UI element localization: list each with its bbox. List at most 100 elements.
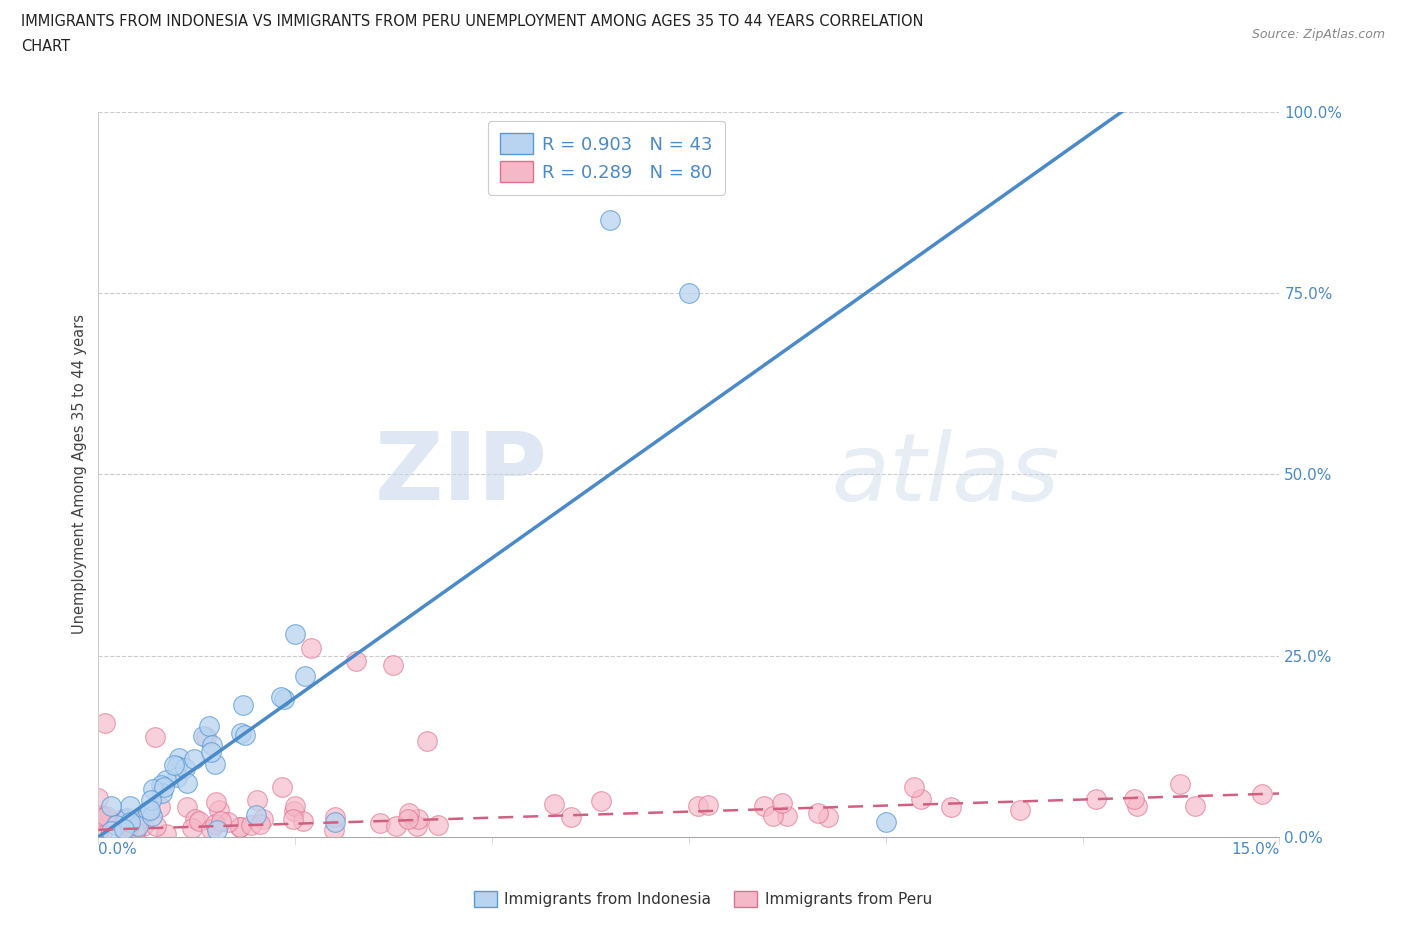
Immigrants from Indonesia xyxy=(142,781,165,796)
Immigrants from Peru xyxy=(124,824,146,839)
Immigrants from Peru xyxy=(89,808,111,823)
Immigrants from Peru xyxy=(1184,798,1206,813)
Immigrants from Peru xyxy=(93,811,115,826)
Legend: Immigrants from Indonesia, Immigrants from Peru: Immigrants from Indonesia, Immigrants fr… xyxy=(468,884,938,913)
Immigrants from Indonesia xyxy=(198,719,221,734)
Immigrants from Peru xyxy=(89,821,111,836)
Immigrants from Peru xyxy=(1122,791,1144,806)
Immigrants from Peru xyxy=(1170,777,1192,791)
Immigrants from Indonesia xyxy=(204,757,226,772)
Immigrants from Peru xyxy=(284,798,307,813)
Text: IMMIGRANTS FROM INDONESIA VS IMMIGRANTS FROM PERU UNEMPLOYMENT AMONG AGES 35 TO : IMMIGRANTS FROM INDONESIA VS IMMIGRANTS … xyxy=(21,14,924,29)
Immigrants from Peru xyxy=(406,812,429,827)
Immigrants from Indonesia xyxy=(166,759,188,774)
Immigrants from Indonesia xyxy=(120,799,142,814)
Immigrants from Indonesia xyxy=(678,286,700,300)
Immigrants from Indonesia xyxy=(270,690,292,705)
Immigrants from Peru xyxy=(149,800,172,815)
Immigrants from Peru xyxy=(228,819,250,834)
Immigrants from Peru xyxy=(145,730,167,745)
Immigrants from Peru xyxy=(589,793,612,808)
Immigrants from Indonesia xyxy=(104,817,127,832)
Immigrants from Peru xyxy=(246,792,269,807)
Immigrants from Indonesia xyxy=(150,786,173,801)
Immigrants from Peru xyxy=(1251,786,1274,801)
Immigrants from Indonesia xyxy=(294,669,316,684)
Immigrants from Peru xyxy=(344,654,367,669)
Immigrants from Peru xyxy=(776,809,799,824)
Immigrants from Peru xyxy=(368,816,391,830)
Immigrants from Peru xyxy=(381,658,404,672)
Immigrants from Peru xyxy=(208,803,231,817)
Immigrants from Peru xyxy=(427,817,450,832)
Immigrants from Indonesia xyxy=(205,822,228,837)
Immigrants from Peru xyxy=(121,829,143,844)
Immigrants from Indonesia xyxy=(231,726,253,741)
Immigrants from Indonesia xyxy=(139,792,162,807)
Immigrants from Peru xyxy=(209,814,232,829)
Text: 15.0%: 15.0% xyxy=(1232,842,1279,857)
Immigrants from Peru xyxy=(176,800,198,815)
Immigrants from Peru xyxy=(1008,803,1031,817)
Immigrants from Indonesia xyxy=(191,728,214,743)
Immigrants from Indonesia xyxy=(599,213,621,228)
Immigrants from Indonesia xyxy=(273,692,295,707)
Immigrants from Peru xyxy=(145,818,167,833)
Immigrants from Peru xyxy=(229,819,252,834)
Text: atlas: atlas xyxy=(831,429,1059,520)
Immigrants from Peru xyxy=(87,790,110,805)
Immigrants from Indonesia xyxy=(141,808,163,823)
Immigrants from Peru xyxy=(686,799,709,814)
Immigrants from Peru xyxy=(252,811,274,826)
Immigrants from Indonesia xyxy=(138,803,160,817)
Immigrants from Peru xyxy=(415,734,437,749)
Legend: R = 0.903   N = 43, R = 0.289   N = 80: R = 0.903 N = 43, R = 0.289 N = 80 xyxy=(488,121,725,195)
Immigrants from Peru xyxy=(299,641,322,656)
Immigrants from Peru xyxy=(90,807,112,822)
Immigrants from Peru xyxy=(195,729,218,744)
Y-axis label: Unemployment Among Ages 35 to 44 years: Unemployment Among Ages 35 to 44 years xyxy=(72,314,87,634)
Immigrants from Peru xyxy=(806,805,828,820)
Immigrants from Indonesia xyxy=(232,698,254,712)
Immigrants from Indonesia xyxy=(163,757,186,772)
Immigrants from Peru xyxy=(770,795,793,810)
Text: 0.0%: 0.0% xyxy=(98,842,138,857)
Immigrants from Peru xyxy=(396,811,419,826)
Immigrants from Peru xyxy=(325,810,347,825)
Immigrants from Indonesia xyxy=(120,814,142,829)
Immigrants from Indonesia xyxy=(112,821,135,836)
Immigrants from Peru xyxy=(323,822,346,837)
Immigrants from Peru xyxy=(385,818,408,833)
Immigrants from Peru xyxy=(406,818,429,833)
Immigrants from Indonesia xyxy=(200,745,222,760)
Immigrants from Indonesia xyxy=(875,815,897,830)
Immigrants from Peru xyxy=(131,818,153,833)
Immigrants from Indonesia xyxy=(117,810,139,825)
Immigrants from Indonesia xyxy=(176,776,198,790)
Immigrants from Indonesia xyxy=(174,761,197,776)
Immigrants from Peru xyxy=(90,826,112,841)
Immigrants from Indonesia xyxy=(183,751,205,766)
Immigrants from Peru xyxy=(910,791,932,806)
Immigrants from Peru xyxy=(560,810,582,825)
Immigrants from Peru xyxy=(111,812,134,827)
Immigrants from Indonesia xyxy=(136,804,159,819)
Immigrants from Peru xyxy=(239,817,262,832)
Immigrants from Peru xyxy=(124,827,146,842)
Immigrants from Peru xyxy=(118,818,141,833)
Immigrants from Peru xyxy=(129,813,152,828)
Immigrants from Peru xyxy=(283,804,305,818)
Immigrants from Peru xyxy=(1085,792,1108,807)
Immigrants from Peru xyxy=(283,811,305,826)
Immigrants from Peru xyxy=(155,827,177,842)
Text: ZIP: ZIP xyxy=(374,429,547,520)
Immigrants from Peru xyxy=(939,800,962,815)
Immigrants from Peru xyxy=(543,796,565,811)
Immigrants from Peru xyxy=(217,815,239,830)
Immigrants from Indonesia xyxy=(100,824,122,839)
Immigrants from Indonesia xyxy=(1032,89,1054,104)
Immigrants from Peru xyxy=(94,809,117,824)
Immigrants from Peru xyxy=(188,813,211,828)
Immigrants from Peru xyxy=(398,805,420,820)
Immigrants from Peru xyxy=(181,820,204,835)
